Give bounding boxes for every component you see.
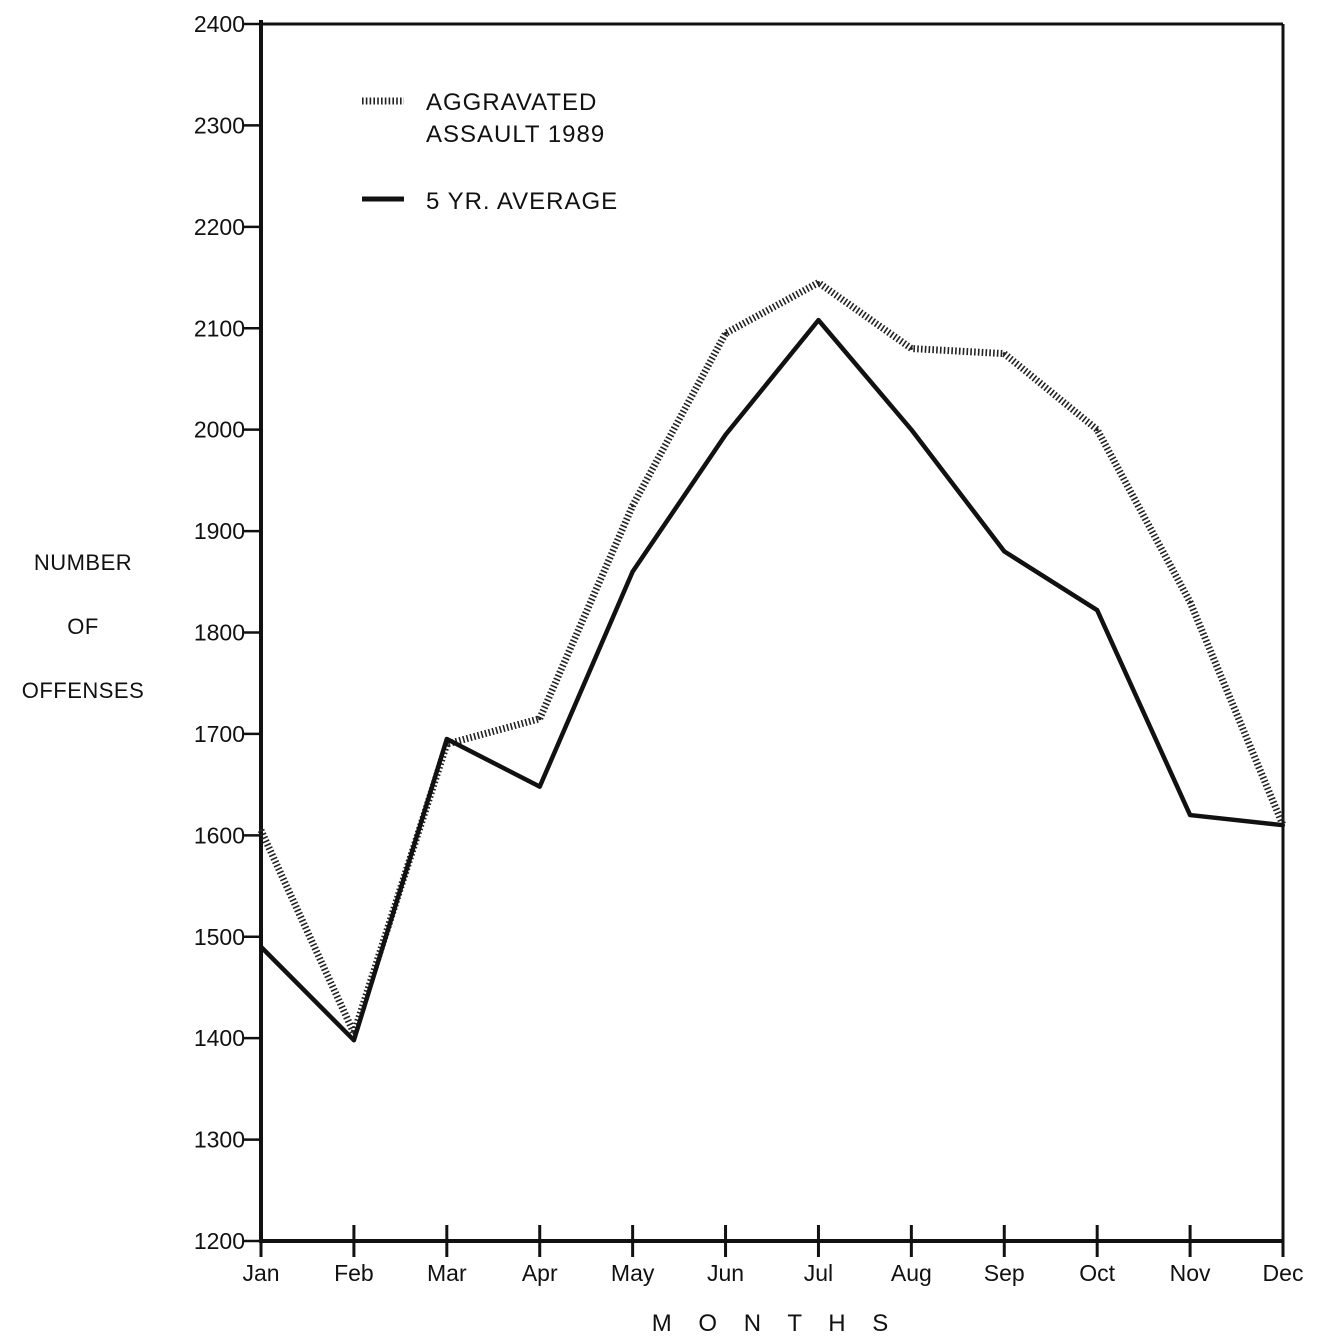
x-tick-label: Jun xyxy=(707,1260,744,1286)
data-point-1989 xyxy=(816,281,820,285)
data-point-5yr-average xyxy=(351,1038,356,1043)
y-tick-label: 2400 xyxy=(194,11,245,37)
x-tick-label: Aug xyxy=(891,1260,932,1286)
x-tick-label: Feb xyxy=(334,1260,374,1286)
y-axis-ticks: 1200 1300 1400 1500 1600 1700 1800 1900 2000 2100… xyxy=(194,11,261,1254)
data-point-5yr-average xyxy=(444,736,449,741)
data-point-5yr-average xyxy=(1002,549,1007,554)
x-tick-label: Nov xyxy=(1170,1260,1211,1286)
x-tick-label: Sep xyxy=(984,1260,1025,1286)
legend: AGGRAVATED ASSAULT 1989 5 YR. AVERAGE xyxy=(362,89,618,215)
y-tick-label: 1600 xyxy=(194,822,245,848)
x-tick-label: Mar xyxy=(427,1260,467,1286)
data-point-1989 xyxy=(1095,428,1099,432)
x-tick-label: Dec xyxy=(1263,1260,1304,1286)
series-layer xyxy=(257,279,1287,1043)
x-axis-ticks: Jan Feb Mar Apr May Jun Jul Aug Sep Oct Nov Dec xyxy=(242,1225,1303,1286)
y-tick-label: 1800 xyxy=(194,620,245,646)
y-tick-label: 1700 xyxy=(194,721,245,747)
data-point-1989 xyxy=(909,347,913,351)
data-point-1989 xyxy=(259,828,263,832)
y-axis-label-line-2: OF xyxy=(67,614,99,639)
data-point-5yr-average xyxy=(723,432,728,437)
x-tick-label: Jan xyxy=(242,1260,279,1286)
series-line-5yr-average xyxy=(259,317,1284,1043)
data-point-1989 xyxy=(1188,600,1192,604)
x-tick-label: Apr xyxy=(522,1260,558,1286)
data-point-5yr-average xyxy=(816,318,821,323)
y-tick-label: 1200 xyxy=(194,1228,245,1254)
axes xyxy=(259,20,1285,1243)
y-tick-label: 1300 xyxy=(194,1127,245,1153)
y-tick-label: 2000 xyxy=(194,417,245,443)
data-point-1989 xyxy=(1002,352,1006,356)
data-point-5yr-average xyxy=(537,784,542,789)
y-tick-label: 1900 xyxy=(194,518,245,544)
y-tick-label: 2100 xyxy=(194,315,245,341)
x-tick-label: May xyxy=(611,1260,655,1286)
y-tick-label: 2200 xyxy=(194,214,245,240)
y-tick-label: 2300 xyxy=(194,112,245,138)
x-axis-label: M O N T H S xyxy=(651,1310,899,1337)
data-point-5yr-average xyxy=(1188,813,1193,818)
x-tick-label: Oct xyxy=(1079,1260,1115,1286)
y-tick-label: 1500 xyxy=(194,924,245,950)
data-point-1989 xyxy=(631,504,635,508)
data-point-5yr-average xyxy=(630,569,635,574)
data-point-1989 xyxy=(724,331,728,335)
data-point-5yr-average xyxy=(1095,608,1100,613)
legend-label-5yr-average: 5 YR. AVERAGE xyxy=(426,188,618,215)
y-axis-label-line-1: NUMBER xyxy=(33,550,133,575)
data-point-5yr-average xyxy=(259,944,263,949)
data-point-5yr-average xyxy=(909,427,914,432)
y-tick-label: 1400 xyxy=(194,1025,245,1051)
data-point-1989 xyxy=(538,717,542,721)
series-line-aggravated-assault-1989 xyxy=(257,279,1287,1037)
legend-label-line-2: ASSAULT 1989 xyxy=(426,121,605,148)
y-axis-label-line-3: OFFENSES xyxy=(21,678,145,703)
x-tick-label: Jul xyxy=(804,1260,833,1286)
data-point-5yr-average xyxy=(1281,823,1285,828)
legend-label-line-1: AGGRAVATED xyxy=(426,89,597,116)
